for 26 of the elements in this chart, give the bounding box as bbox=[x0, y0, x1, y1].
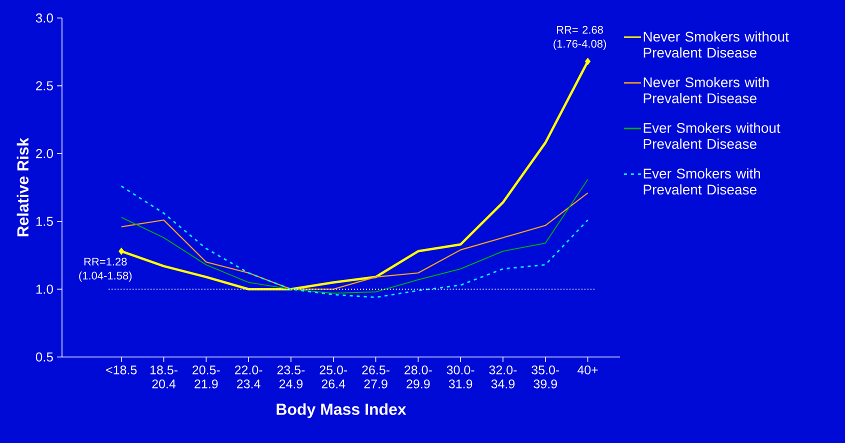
y-tick-label: 1.0 bbox=[36, 284, 53, 294]
x-tick-label: 26.5-27.9 bbox=[362, 366, 390, 388]
x-tick-label: <18.5 bbox=[106, 366, 137, 374]
x-tick-label: 23.5-24.9 bbox=[277, 366, 305, 388]
x-tick-label: 30.0-31.9 bbox=[446, 366, 474, 388]
y-tick-label: 2.0 bbox=[36, 148, 53, 158]
legend-label: Ever Smokers without Prevalent Disease bbox=[644, 122, 780, 149]
annotation: RR=1.28 (1.04-1.58) bbox=[79, 258, 132, 282]
y-tick-label: 3.0 bbox=[36, 13, 53, 23]
annotation: RR= 2.68 (1.76-4.08) bbox=[554, 26, 606, 50]
x-tick-label: 20.5-21.9 bbox=[192, 366, 220, 388]
y-tick-label: 1.5 bbox=[36, 216, 53, 226]
legend-label: Never Smokers with Prevalent Disease bbox=[644, 77, 769, 104]
y-tick-label: 0.5 bbox=[36, 352, 53, 362]
x-tick-label: 35.0-39.9 bbox=[532, 366, 560, 388]
x-axis-title: Body Mass Index bbox=[276, 403, 406, 418]
x-tick-label: 32.0-34.9 bbox=[489, 366, 517, 388]
y-axis-title: Relative Risk bbox=[16, 138, 29, 236]
x-tick-label: 25.0-26.4 bbox=[320, 366, 348, 388]
x-tick-label: 22.0-23.4 bbox=[234, 366, 262, 388]
y-tick-label: 2.5 bbox=[36, 81, 53, 90]
x-tick-label: 40+ bbox=[577, 366, 598, 374]
x-tick-label: 18.5-20.4 bbox=[150, 366, 178, 388]
legend-label: Never Smokers without Prevalent Disease bbox=[644, 31, 789, 58]
legend-label: Ever Smokers with Prevalent Disease bbox=[644, 168, 760, 195]
x-tick-label: 28.0-29.9 bbox=[404, 366, 432, 388]
